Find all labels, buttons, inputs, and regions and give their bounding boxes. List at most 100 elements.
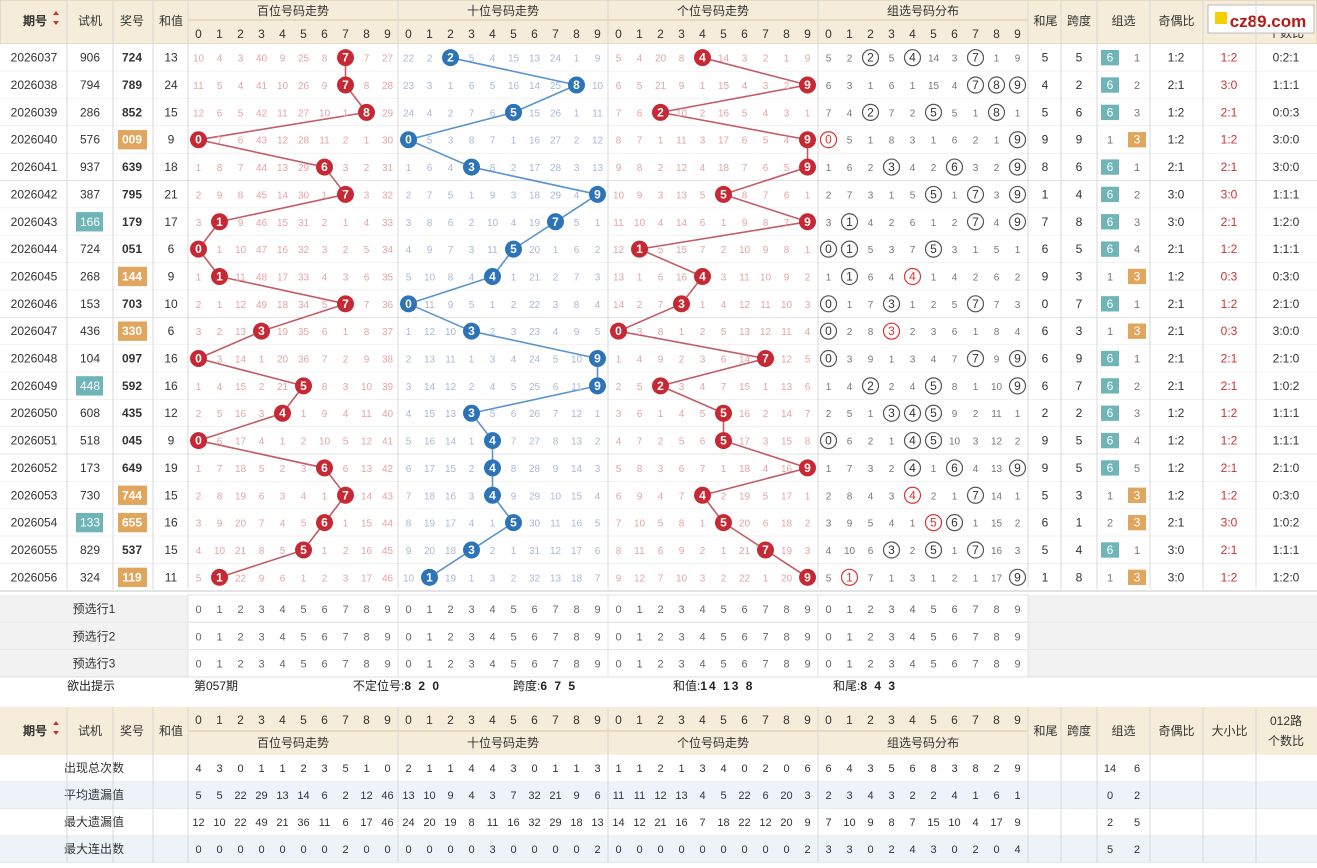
miss-value: 2	[553, 272, 559, 283]
group-miss: 15	[928, 81, 940, 92]
preselect-digit: 6	[741, 659, 747, 671]
miss-value: 1	[343, 327, 349, 338]
prize-cell: 435	[122, 406, 142, 420]
ball-label: 4	[699, 488, 706, 502]
miss-value: 1	[364, 136, 370, 147]
preselect-digit: 9	[804, 631, 810, 643]
preselect-digit: 5	[510, 659, 516, 671]
miss-value: 7	[637, 136, 643, 147]
miss-value: 10	[403, 573, 415, 584]
route-cell: 3:0:0	[1273, 324, 1300, 338]
span-cell: 4	[1076, 187, 1083, 201]
header-digit: 7	[552, 27, 559, 41]
miss-value: 16	[718, 108, 730, 119]
footer-digit: 2	[657, 713, 664, 727]
span-cell: 5	[1076, 51, 1083, 65]
footer-digit: 2	[867, 713, 874, 727]
miss-value: 41	[256, 81, 268, 92]
miss-value: 2	[658, 163, 664, 174]
span-cell: 8	[1076, 570, 1083, 584]
prize-cell: 045	[122, 434, 142, 448]
header-trial: 试机	[78, 13, 102, 28]
big-small-cell: 1:2	[1221, 406, 1238, 420]
group-ball-label: 2	[867, 105, 874, 119]
preselect-digit: 3	[678, 604, 684, 616]
preselect-digit: 1	[216, 659, 222, 671]
miss-value: 4	[658, 491, 664, 502]
miss-value: 7	[805, 409, 811, 420]
preselect-digit: 4	[909, 631, 915, 643]
miss-value: 5	[217, 81, 223, 92]
sum-cell: 18	[164, 160, 178, 174]
header-digit: 8	[993, 27, 1000, 41]
number-ball	[568, 76, 585, 94]
stats-value: 1	[426, 763, 432, 775]
stats-value: 10	[843, 817, 855, 829]
stats-value: 10	[423, 790, 435, 802]
group-miss: 9	[868, 355, 874, 366]
preselect-digit: 8	[573, 631, 579, 643]
preselect-digit: 3	[888, 631, 894, 643]
prize-cell: 330	[122, 324, 142, 338]
prize-cell: 097	[122, 352, 142, 366]
miss-value: 8	[448, 272, 454, 283]
group-ball-label: 5	[930, 187, 937, 201]
miss-value: 1	[490, 300, 496, 311]
miss-value: 2	[763, 54, 769, 65]
trend-line-segment	[471, 330, 598, 360]
miss-value: 17	[361, 573, 373, 584]
stats-value: 2	[825, 790, 831, 802]
ball-label: 3	[468, 406, 475, 420]
header-digit: 1	[846, 27, 853, 41]
trial-cell: 324	[80, 570, 100, 584]
header-digit: 6	[951, 27, 958, 41]
group-miss: 7	[868, 573, 874, 584]
stats-value: 3	[321, 763, 327, 775]
miss-value: 10	[781, 300, 793, 311]
stats-value: 0	[993, 844, 999, 856]
preselect-digit: 6	[321, 604, 327, 616]
miss-value: 8	[679, 519, 685, 530]
miss-value: 22	[739, 573, 751, 584]
miss-value: 10	[634, 218, 646, 229]
miss-value: 4	[280, 519, 286, 530]
group-miss: 1	[826, 163, 832, 174]
miss-value: 3	[700, 136, 706, 147]
group-miss: 2	[868, 437, 874, 448]
ball-label: 5	[720, 187, 727, 201]
preselect-digit: 3	[678, 631, 684, 643]
group-ball	[924, 185, 943, 204]
miss-value: 1	[196, 382, 202, 393]
miss-value: 3	[343, 573, 349, 584]
header-digit: 3	[678, 27, 685, 41]
miss-value: 6	[343, 464, 349, 475]
miss-value: 5	[448, 190, 454, 201]
group3-miss: 1	[1134, 162, 1140, 174]
group-miss: 3	[973, 437, 979, 448]
miss-value: 29	[529, 491, 541, 502]
footer-digit: 5	[510, 713, 517, 727]
miss-value: 22	[529, 300, 541, 311]
stats-value: 32	[528, 790, 540, 802]
group-ball-label: 6	[951, 160, 958, 174]
miss-value: 10	[214, 546, 226, 557]
odd-even-cell: 2:1	[1168, 352, 1185, 366]
trend-line-segment	[450, 56, 577, 86]
miss-value: 7	[658, 300, 664, 311]
miss-value: 11	[361, 409, 372, 420]
header-digit: 8	[363, 27, 370, 41]
group6-miss: 1	[1107, 572, 1113, 584]
group-miss: 5	[952, 300, 958, 311]
miss-value: 1	[196, 272, 202, 283]
preselect-digit: 0	[615, 631, 621, 643]
miss-value: 13	[613, 272, 625, 283]
stats-value: 1	[552, 763, 558, 775]
miss-value: 18	[781, 519, 793, 530]
number-ball	[631, 240, 648, 258]
number-ball	[757, 541, 774, 559]
odd-even-cell: 1:2	[1168, 269, 1185, 283]
miss-value: 2	[469, 382, 475, 393]
footer-digit: 9	[594, 713, 601, 727]
preselect-digit: 1	[216, 631, 222, 643]
miss-value: 49	[256, 300, 268, 311]
